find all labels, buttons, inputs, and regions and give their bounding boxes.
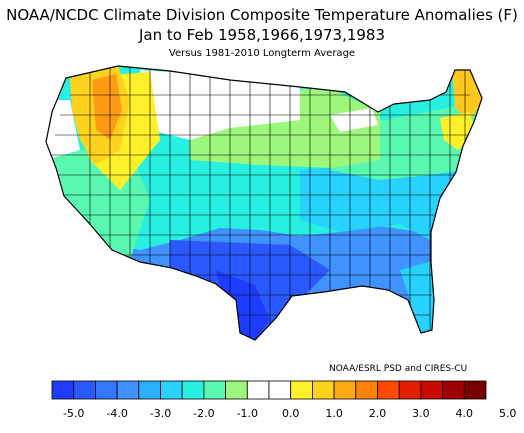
legend-swatch-2 <box>95 380 118 400</box>
legend-swatch-14 <box>355 380 378 400</box>
map-subtitle-period: Jan to Feb 1958,1966,1973,1983 <box>138 26 386 44</box>
legend-tick-label: 1.0 <box>325 407 343 420</box>
zone-texas-coast-core <box>215 270 270 340</box>
legend-tick-label: -2.0 <box>193 407 214 420</box>
legend-tick-label: 3.0 <box>412 407 430 420</box>
legend-swatch-10 <box>268 380 292 400</box>
legend-tick-label: -5.0 <box>63 407 84 420</box>
division-lines <box>50 66 480 340</box>
legend-swatch-8 <box>225 380 248 400</box>
zone-pnw-core <box>92 74 122 140</box>
legend-swatch-11 <box>290 380 313 400</box>
legend-swatch-6 <box>181 380 205 400</box>
legend-tick-label: -1.0 <box>237 407 258 420</box>
legend-tick-label: 4.0 <box>456 407 474 420</box>
legend-swatch-3 <box>116 380 140 400</box>
legend-swatch-7 <box>203 380 226 400</box>
legend-tick-label: 5.0 <box>499 407 517 420</box>
zone-northern-plains <box>140 70 300 140</box>
legend-swatch-0 <box>51 380 75 400</box>
zone-upper-michigan <box>330 108 378 132</box>
legend-tick-label: 2.0 <box>369 407 387 420</box>
legend-tick-label: -3.0 <box>150 407 171 420</box>
legend-swatch-16 <box>398 380 422 400</box>
legend-swatch-12 <box>311 380 335 400</box>
legend-swatch-15 <box>377 380 400 400</box>
legend-swatch-5 <box>160 380 183 400</box>
legend-swatch-18 <box>442 380 465 400</box>
credit-text: NOAA/ESRL PSD and CIRES-CU <box>329 364 468 374</box>
legend-swatch-13 <box>333 380 357 400</box>
map-subtitle-baseline: Versus 1981-2010 Longterm Average <box>168 48 356 59</box>
legend-tick-label: -4.0 <box>106 407 127 420</box>
legend-swatch-9 <box>246 380 270 400</box>
legend-tick-label: 0.0 <box>282 407 300 420</box>
legend-swatch-17 <box>420 380 443 400</box>
map-title: NOAA/NCDC Climate Division Composite Tem… <box>6 6 518 24</box>
legend-swatch-1 <box>73 380 96 400</box>
legend-swatch-19 <box>463 380 487 400</box>
zone-florida-peninsula <box>400 260 436 335</box>
legend-swatch-4 <box>138 380 161 400</box>
